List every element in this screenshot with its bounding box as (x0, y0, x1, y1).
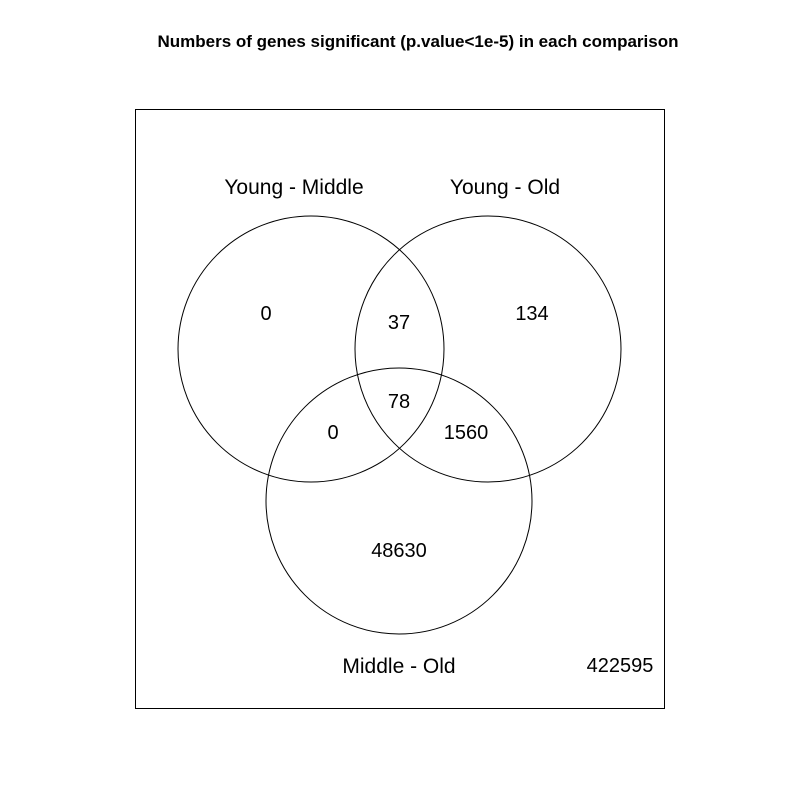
count-young-middle-and-middle-old: 0 (327, 422, 338, 444)
set-label-middle-old: Middle - Old (342, 655, 455, 678)
count-none: 422595 (587, 655, 654, 677)
plot-frame (135, 109, 665, 709)
count-all-three: 78 (388, 391, 410, 413)
set-label-young-old: Young - Old (450, 176, 560, 199)
set-label-young-middle: Young - Middle (224, 176, 363, 199)
circle-young-middle (177, 215, 445, 483)
count-young-middle-and-young-old: 37 (388, 312, 410, 334)
count-middle-old-only: 48630 (371, 540, 427, 562)
count-young-old-only: 134 (515, 303, 548, 325)
count-young-old-and-middle-old: 1560 (444, 422, 489, 444)
circle-middle-old (265, 367, 533, 635)
circle-young-old (354, 215, 622, 483)
diagram-title: Numbers of genes significant (p.value<1e… (158, 32, 679, 51)
count-young-middle-only: 0 (260, 303, 271, 325)
